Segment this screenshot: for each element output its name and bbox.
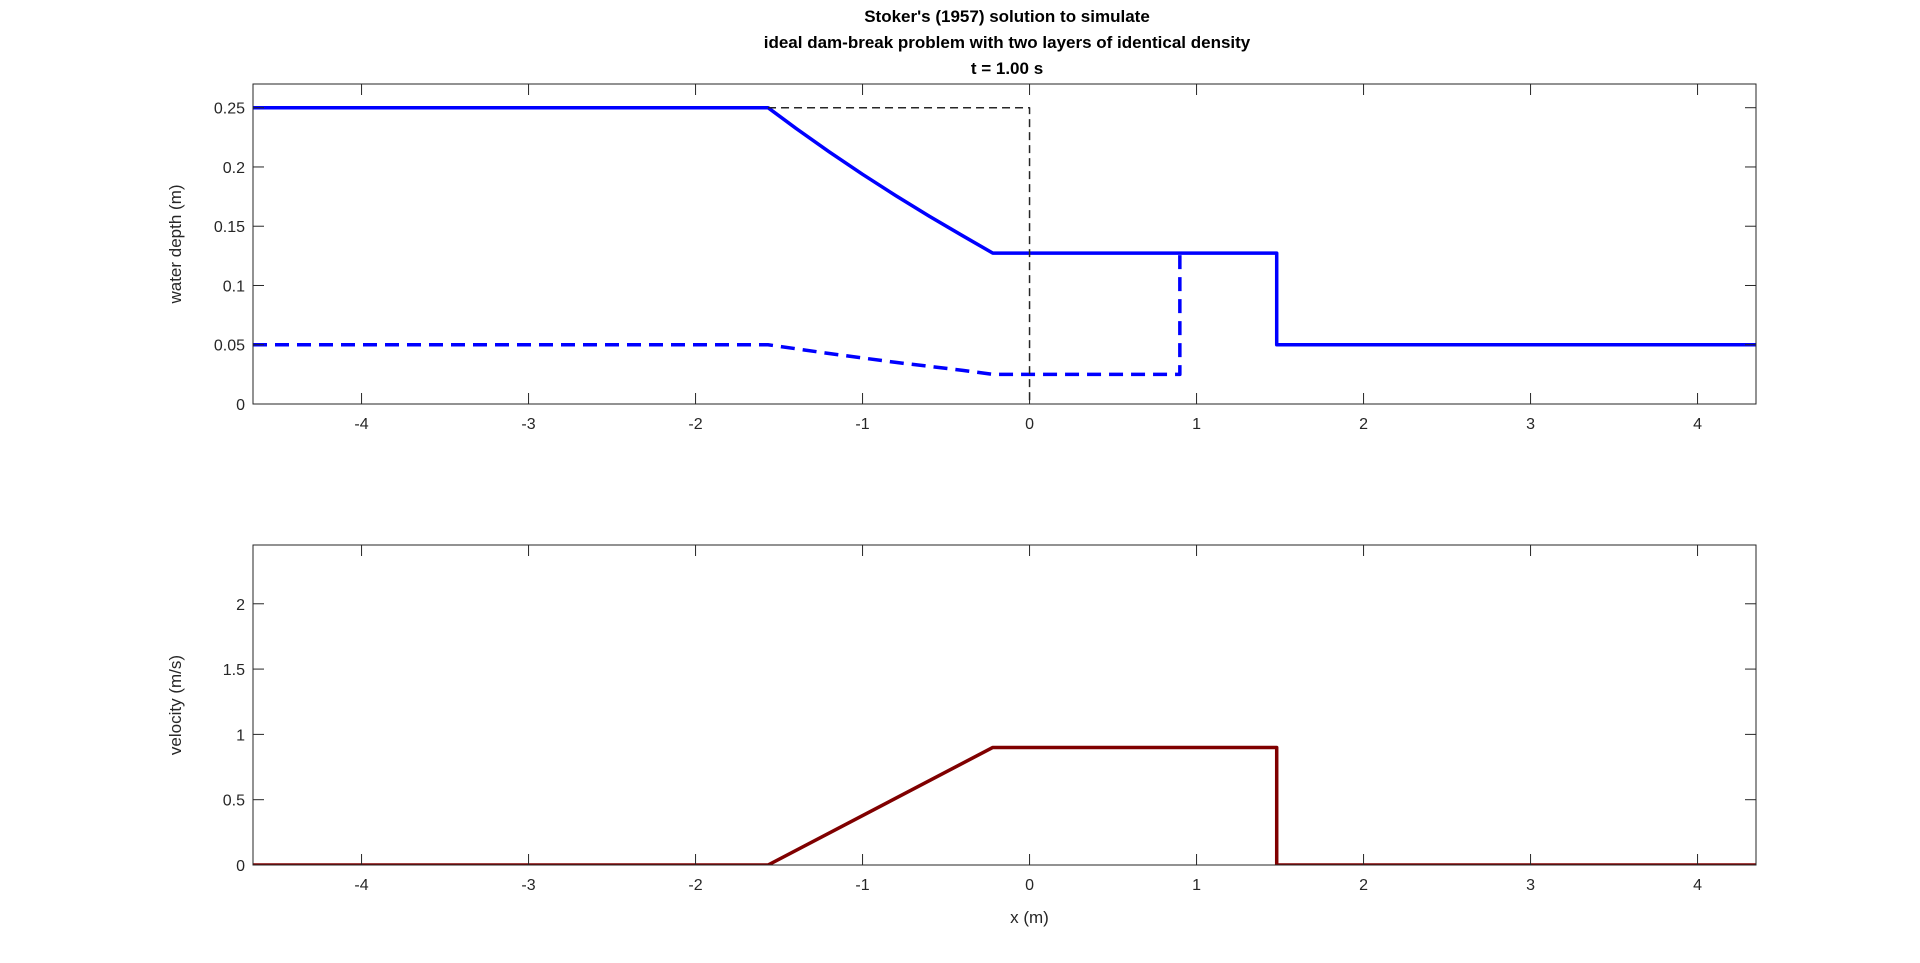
velocity-x-tick-label: 4 — [1693, 877, 1702, 894]
velocity-plot: -4 -3 -2 -1 0 1 2 3 4 0 0.5 1 1.5 2 velocity (m/s) x (m… — [166, 544, 1757, 927]
velocity-x-tick-label: -4 — [354, 877, 368, 894]
water-depth-axes-area — [253, 84, 1756, 404]
velocity-x-tick-label: 2 — [1359, 877, 1368, 894]
water-depth-series-line-0 — [253, 105, 1756, 347]
water-depth-x-tick-label: -1 — [855, 416, 869, 433]
water-depth-y-tick-label: 0 — [236, 397, 245, 414]
velocity-y-axis-label: velocity (m/s) — [166, 655, 185, 755]
water-depth-x-tick-label: 3 — [1526, 416, 1535, 433]
water-depth-y-axis-label: water depth (m) — [166, 184, 185, 304]
water-depth-x-tick-label: 2 — [1359, 416, 1368, 433]
water-depth-y-tick-label: 0.25 — [214, 101, 245, 118]
water-depth-y-tick-label: 0.05 — [214, 338, 245, 355]
water-depth-x-tick-label: 4 — [1693, 416, 1702, 433]
velocity-y-tick-label: 1.5 — [223, 662, 245, 679]
velocity-x-tick-label: -1 — [855, 877, 869, 894]
figure-title: Stoker's (1957) solution to simulate ide… — [764, 7, 1251, 78]
water-depth-x-tick-label: 0 — [1025, 416, 1034, 433]
water-depth-y-tick-label: 0.2 — [223, 160, 245, 177]
velocity-x-tick-label: 3 — [1526, 877, 1535, 894]
velocity-axes-frame — [252, 544, 1757, 866]
velocity-x-tick-label: -3 — [521, 877, 535, 894]
water-depth-y-tick-label: 0.15 — [214, 219, 245, 236]
velocity-y-tick-label: 1 — [236, 727, 245, 744]
water-depth-x-tick-label: -2 — [688, 416, 702, 433]
velocity-x-tick-label: -2 — [688, 877, 702, 894]
velocity-axes-area — [253, 545, 1756, 865]
water-depth-plot: -4 -3 -2 -1 0 1 2 3 4 0 0.05 0.1 0.15 0.2 0.25 water de… — [166, 83, 1757, 433]
water-depth-axes-frame — [252, 83, 1757, 405]
velocity-series-line-0 — [253, 745, 1756, 865]
water-depth-y-tick-label: 0.1 — [223, 278, 245, 295]
title-line-1: Stoker's (1957) solution to simulate — [864, 7, 1150, 26]
water-depth-x-tick-label: -3 — [521, 416, 535, 433]
velocity-x-axis-label: x (m) — [1010, 908, 1049, 927]
velocity-y-tick-label: 2 — [236, 597, 245, 614]
title-line-3: t = 1.00 s — [971, 59, 1043, 78]
water-depth-x-tick-label: 1 — [1192, 416, 1201, 433]
velocity-y-tick-label: 0 — [236, 858, 245, 875]
velocity-x-tick-label: 1 — [1192, 877, 1201, 894]
water-depth-series-line-2 — [768, 106, 1031, 404]
velocity-y-tick-label: 0.5 — [223, 793, 245, 810]
water-depth-x-tick-label: -4 — [354, 416, 368, 433]
title-line-2: ideal dam-break problem with two layers … — [764, 33, 1251, 52]
velocity-x-tick-label: 0 — [1025, 877, 1034, 894]
